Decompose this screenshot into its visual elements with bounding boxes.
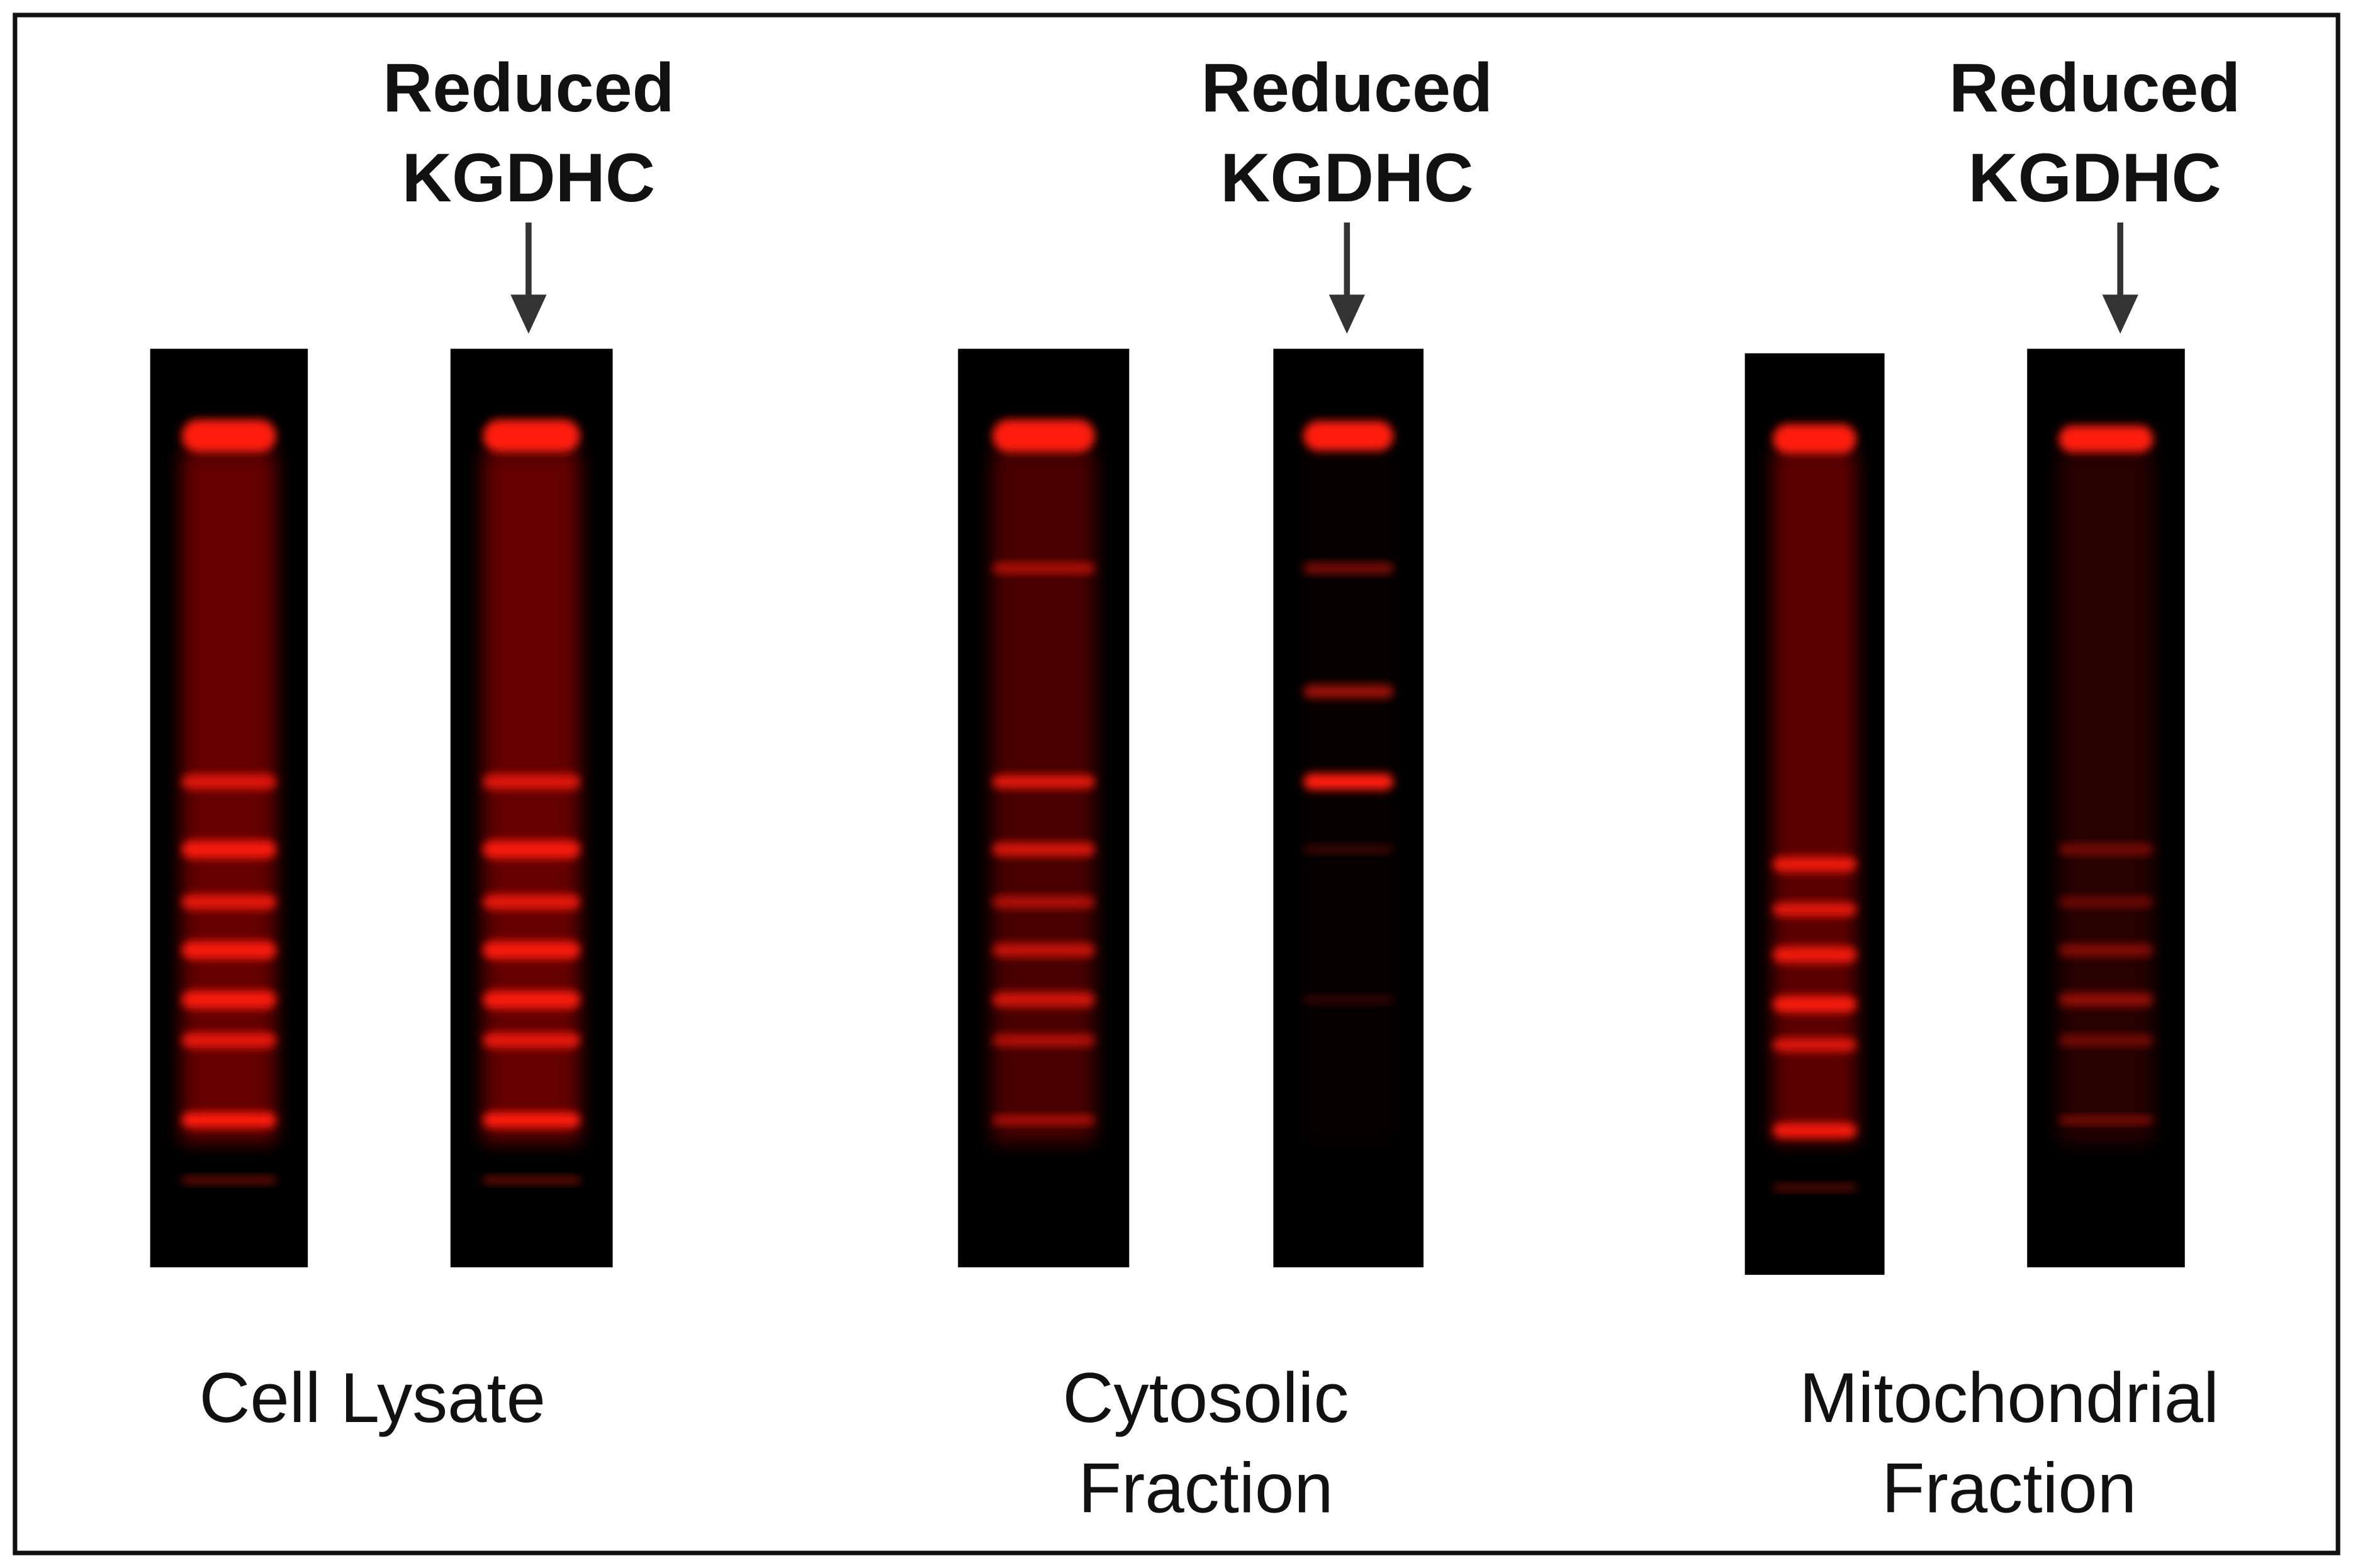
smear xyxy=(1773,451,1857,1143)
band xyxy=(1303,420,1394,451)
gel-lane xyxy=(2027,349,2185,1268)
gel-lane xyxy=(450,349,613,1268)
band xyxy=(2058,897,2154,907)
annotation: KGDHC xyxy=(402,140,655,216)
band xyxy=(1303,685,1394,698)
gel-lanes xyxy=(150,349,2185,1275)
annotation: Reduced xyxy=(383,50,675,126)
smear xyxy=(1303,451,1393,1143)
band xyxy=(483,774,580,790)
band xyxy=(483,1176,580,1184)
panel-label: Fraction xyxy=(1078,1448,1333,1528)
band xyxy=(483,894,580,910)
band xyxy=(992,1034,1095,1046)
smear xyxy=(483,451,580,1143)
band xyxy=(181,941,277,960)
panel-label: Mitochondrial xyxy=(1799,1358,2219,1437)
band xyxy=(483,419,580,453)
band xyxy=(992,563,1095,574)
band xyxy=(1303,563,1394,574)
band xyxy=(1773,1038,1857,1052)
band xyxy=(181,990,277,1009)
arrow xyxy=(510,222,2138,334)
band xyxy=(992,843,1095,856)
band xyxy=(181,840,277,859)
band xyxy=(1303,773,1394,790)
band xyxy=(1773,1123,1857,1138)
band xyxy=(483,1033,580,1048)
band xyxy=(1773,856,1857,872)
band xyxy=(2058,944,2154,956)
band xyxy=(992,896,1095,909)
band xyxy=(1773,995,1857,1013)
annotation: KGDHC xyxy=(1220,140,1473,216)
band xyxy=(2058,1116,2154,1124)
panel-label: Fraction xyxy=(1882,1448,2137,1528)
lane-background xyxy=(1273,349,1424,1268)
band xyxy=(1773,1184,1857,1192)
band xyxy=(2058,425,2154,453)
band xyxy=(181,1033,277,1048)
band xyxy=(992,775,1095,789)
band xyxy=(181,419,277,453)
band xyxy=(992,943,1095,957)
band xyxy=(992,992,1095,1007)
band xyxy=(1303,845,1394,853)
band xyxy=(992,1115,1095,1125)
band xyxy=(181,774,277,790)
band xyxy=(483,1112,580,1128)
band xyxy=(2058,844,2154,855)
smear xyxy=(2058,451,2154,1143)
band xyxy=(1773,902,1857,917)
band xyxy=(181,1112,277,1128)
band xyxy=(483,941,580,960)
band xyxy=(992,419,1095,453)
band xyxy=(1773,946,1857,963)
band xyxy=(1303,995,1394,1004)
gel-lane xyxy=(1273,349,1424,1268)
frame xyxy=(13,13,2340,1555)
panel-label: Cytosolic xyxy=(1063,1358,1349,1437)
panel-label: Cell Lysate xyxy=(199,1358,546,1437)
gel-lane xyxy=(958,349,1130,1268)
smear xyxy=(181,451,277,1143)
band xyxy=(1773,423,1857,454)
annotation: KGDHC xyxy=(1968,140,2221,216)
band xyxy=(483,990,580,1009)
band xyxy=(2058,993,2154,1007)
band xyxy=(181,1176,277,1184)
annotation: Reduced xyxy=(1949,50,2241,126)
band xyxy=(2058,1035,2154,1046)
gel-lane xyxy=(1744,353,1885,1275)
band xyxy=(181,894,277,910)
gel-lane xyxy=(150,349,308,1268)
band xyxy=(483,840,580,859)
annotation: Reduced xyxy=(1201,50,1493,126)
